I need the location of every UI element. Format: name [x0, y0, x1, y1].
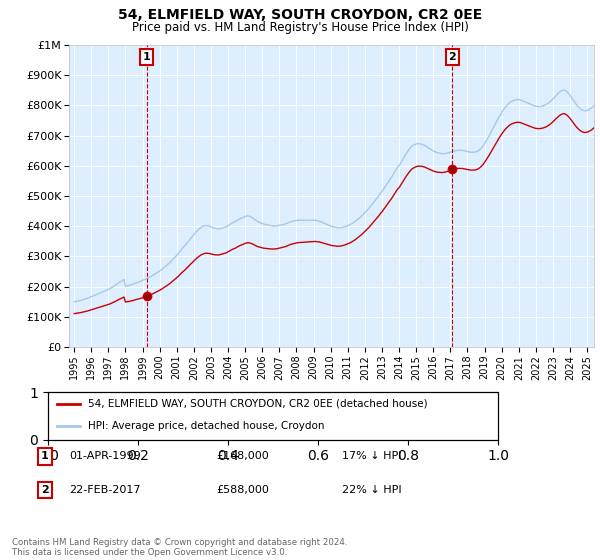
Text: £168,000: £168,000 [216, 451, 269, 461]
Text: £588,000: £588,000 [216, 485, 269, 495]
Text: HPI: Average price, detached house, Croydon: HPI: Average price, detached house, Croy… [89, 421, 325, 431]
Text: 22% ↓ HPI: 22% ↓ HPI [342, 485, 401, 495]
Text: 22-FEB-2017: 22-FEB-2017 [69, 485, 140, 495]
Text: 1: 1 [143, 52, 151, 62]
Text: 2: 2 [41, 485, 49, 495]
Text: Contains HM Land Registry data © Crown copyright and database right 2024.
This d: Contains HM Land Registry data © Crown c… [12, 538, 347, 557]
Text: 54, ELMFIELD WAY, SOUTH CROYDON, CR2 0EE: 54, ELMFIELD WAY, SOUTH CROYDON, CR2 0EE [118, 8, 482, 22]
Text: 17% ↓ HPI: 17% ↓ HPI [342, 451, 401, 461]
Text: 54, ELMFIELD WAY, SOUTH CROYDON, CR2 0EE (detached house): 54, ELMFIELD WAY, SOUTH CROYDON, CR2 0EE… [89, 399, 428, 409]
Text: Price paid vs. HM Land Registry's House Price Index (HPI): Price paid vs. HM Land Registry's House … [131, 21, 469, 34]
Text: 01-APR-1999: 01-APR-1999 [69, 451, 141, 461]
Text: 2: 2 [449, 52, 456, 62]
Text: 1: 1 [41, 451, 49, 461]
